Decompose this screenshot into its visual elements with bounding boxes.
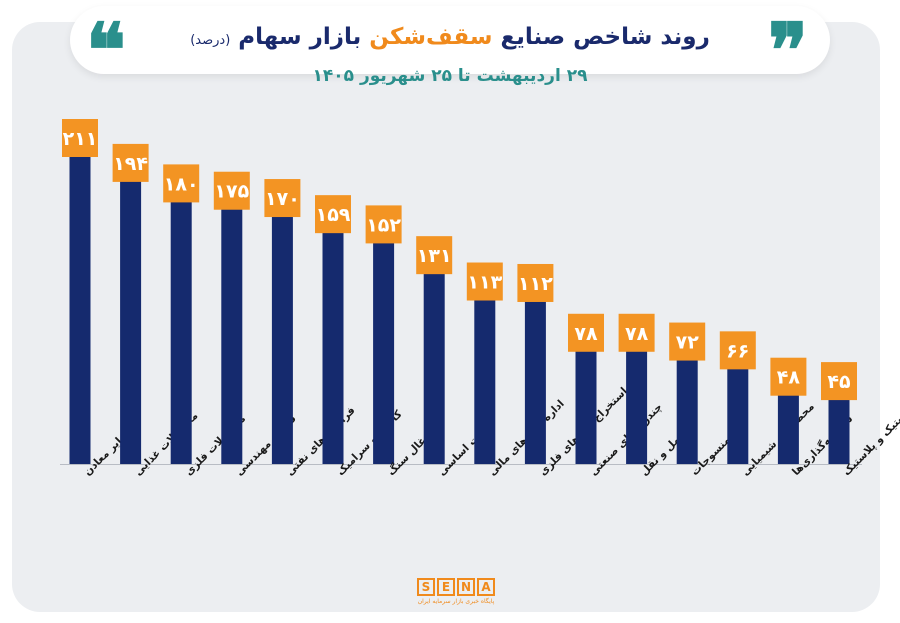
bar <box>221 208 242 464</box>
bar <box>171 200 192 464</box>
value-label: ۴۵ <box>827 371 851 393</box>
value-label: ۱۷۵ <box>214 181 249 203</box>
category-label: لاستیک و پلاستیک <box>841 404 900 478</box>
value-label: ۱۱۳ <box>467 272 502 294</box>
value-label: ۱۵۹ <box>316 204 351 226</box>
logo-letter: N <box>457 578 475 596</box>
bar <box>70 155 91 464</box>
logo-letter: S <box>417 578 435 596</box>
bar <box>727 367 748 464</box>
logo-letter: E <box>437 578 455 596</box>
bar <box>626 350 647 464</box>
value-label: ۲۱۱ <box>63 128 98 150</box>
value-label: ۱۸۰ <box>164 173 199 195</box>
sena-logo: SENA پایگاه خبری بازار سرمایه ایران <box>416 578 496 612</box>
logo-letter: A <box>477 578 495 596</box>
bar <box>323 231 344 464</box>
value-label: ۱۱۲ <box>518 273 553 295</box>
bar <box>424 272 445 464</box>
value-label: ۴۸ <box>777 367 801 389</box>
value-label: ۶۶ <box>726 340 749 362</box>
bar <box>829 398 850 464</box>
bar <box>120 180 141 464</box>
value-label: ۷۸ <box>625 323 649 345</box>
bar <box>272 215 293 464</box>
bar <box>778 394 799 464</box>
bar <box>373 241 394 464</box>
value-label: ۱۷۰ <box>265 188 300 210</box>
value-label: ۷۸ <box>574 323 598 345</box>
bar <box>677 359 698 464</box>
value-label: ۱۹۴ <box>113 153 148 175</box>
value-label: ۱۳۱ <box>417 245 452 267</box>
bar <box>474 299 495 464</box>
bar <box>576 350 597 464</box>
bar <box>525 300 546 464</box>
value-label: ۷۲ <box>676 332 700 354</box>
value-label: ۱۵۲ <box>366 214 401 236</box>
logo-letters: SENA <box>416 578 496 596</box>
logo-tagline: پایگاه خبری بازار سرمایه ایران <box>416 598 496 605</box>
